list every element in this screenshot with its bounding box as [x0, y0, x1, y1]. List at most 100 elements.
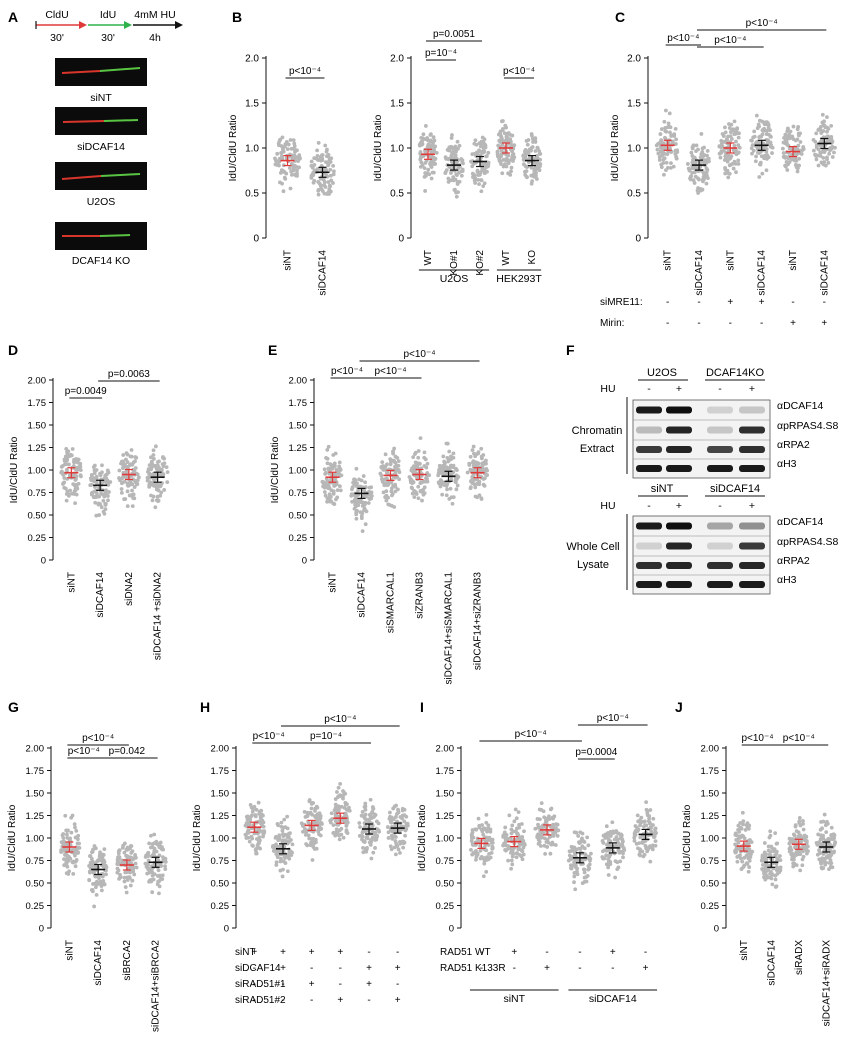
data-point [738, 856, 743, 861]
data-point [103, 865, 108, 870]
data-point [648, 859, 653, 864]
data-point [393, 852, 398, 857]
data-point [369, 496, 374, 501]
data-point [374, 819, 379, 824]
data-point [790, 855, 795, 860]
p-value-label: p=10⁻⁴ [310, 731, 342, 742]
data-point [699, 132, 704, 136]
data-point [455, 468, 459, 473]
data-point [420, 498, 424, 503]
data-point [784, 155, 788, 160]
data-point [664, 129, 669, 134]
data-point [74, 848, 79, 853]
data-point [359, 516, 364, 521]
data-point [769, 844, 774, 849]
data-point [308, 843, 313, 847]
data-point [337, 484, 342, 489]
y-tick-label: 1.75 [436, 766, 455, 777]
data-point [582, 870, 587, 875]
data-point [381, 490, 386, 495]
data-point [734, 170, 738, 175]
data-point [604, 824, 609, 829]
condition-value: - [823, 297, 826, 308]
data-point [690, 145, 695, 149]
data-point [371, 850, 376, 855]
data-point [127, 875, 132, 880]
data-point [520, 849, 525, 854]
data-point [817, 840, 822, 845]
y-tick-label: 1.25 [26, 811, 45, 822]
data-point [147, 471, 152, 476]
data-point [74, 484, 79, 489]
data-point [316, 187, 321, 192]
data-point [152, 472, 157, 477]
data-point [774, 868, 779, 873]
condition-value: + [643, 963, 649, 974]
data-point [445, 455, 450, 460]
data-point [369, 485, 374, 490]
data-point [730, 137, 734, 141]
data-point [580, 831, 585, 836]
data-point [661, 141, 666, 146]
data-point [332, 484, 337, 488]
chart-i: 0 0.25 0.50 0.75 1.00 1.25 1.50 1.75 2.00 IdU/Cld… [417, 713, 659, 1005]
y-tick-label: 0.75 [436, 856, 455, 867]
data-point [361, 845, 365, 850]
data-point [423, 189, 428, 193]
data-point [632, 835, 637, 840]
data-point [545, 845, 550, 849]
data-point [328, 173, 333, 178]
data-point [363, 812, 368, 817]
data-point [274, 863, 279, 867]
data-point [635, 813, 640, 818]
data-point [360, 809, 365, 814]
data-point [589, 851, 593, 856]
data-point [116, 855, 120, 860]
data-point [525, 142, 530, 147]
data-point [606, 873, 611, 877]
data-point [101, 862, 106, 867]
data-point [824, 854, 829, 859]
y-tick-label: 1.5 [390, 99, 404, 110]
data-point [832, 150, 836, 155]
data-point [73, 835, 78, 840]
data-point [508, 141, 513, 146]
data-point [727, 126, 732, 130]
data-point [125, 854, 130, 859]
data-point [247, 822, 252, 827]
data-point [819, 144, 823, 149]
data-point [401, 845, 406, 850]
data-point [416, 449, 421, 453]
data-point [283, 861, 288, 865]
data-point [64, 871, 69, 876]
data-point [765, 140, 770, 145]
data-point [661, 157, 666, 162]
data-point [621, 855, 625, 860]
data-point [485, 857, 490, 862]
data-point [433, 162, 438, 166]
data-point [130, 849, 135, 854]
data-point [689, 150, 694, 155]
data-point [446, 176, 451, 181]
data-point [107, 490, 111, 494]
data-point [390, 836, 395, 841]
p-value-label: p<10⁻⁴ [503, 66, 535, 77]
data-point [757, 118, 762, 123]
data-point [529, 165, 534, 170]
blot-band [636, 465, 662, 472]
data-point [318, 156, 323, 161]
data-point [282, 170, 287, 175]
data-point [74, 474, 79, 479]
data-point [510, 823, 515, 828]
data-point [343, 802, 348, 807]
data-point [724, 137, 729, 142]
data-point [402, 840, 407, 845]
data-point [669, 134, 674, 138]
data-point [70, 491, 75, 496]
data-point [79, 474, 83, 479]
data-point [437, 463, 442, 468]
data-point [283, 855, 288, 860]
data-point [455, 483, 460, 488]
data-point [761, 868, 766, 873]
data-point [674, 154, 678, 159]
